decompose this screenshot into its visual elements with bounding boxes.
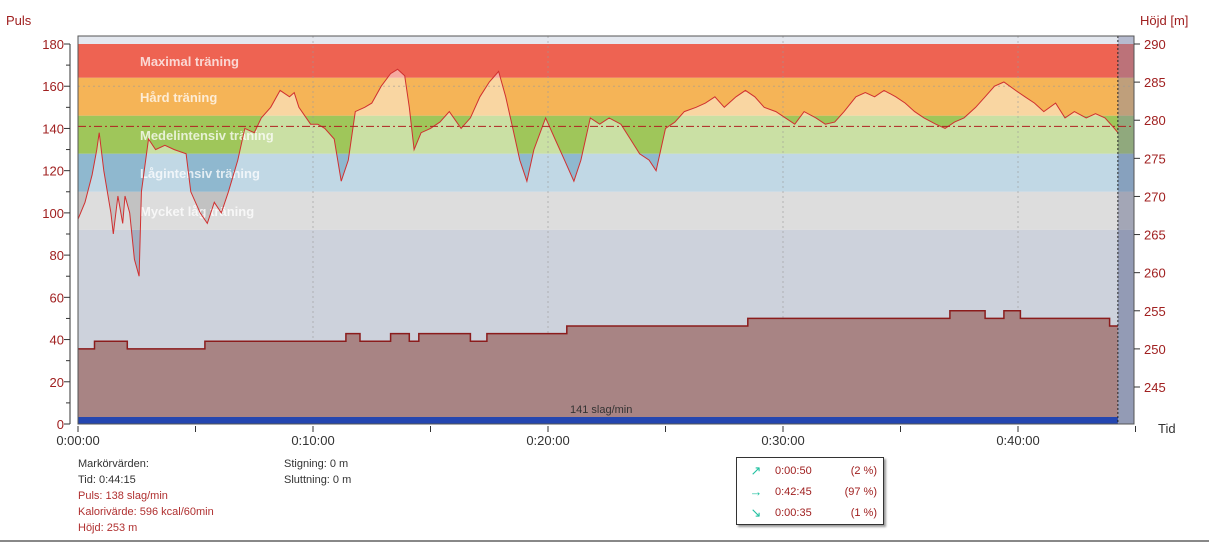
zone-band bbox=[78, 191, 1134, 230]
marker-values-panel: Markörvärden: Tid: 0:44:15 Puls: 138 sla… bbox=[78, 456, 214, 536]
right-axis-tick-label: 250 bbox=[1144, 342, 1166, 357]
right-axis-tick-label: 275 bbox=[1144, 151, 1166, 166]
right-axis-tick-label: 245 bbox=[1144, 380, 1166, 395]
right-axis-tick-label: 255 bbox=[1144, 304, 1166, 319]
right-axis-tick-label: 270 bbox=[1144, 189, 1166, 204]
slope-summary-box: ↗ 0:00:50 (2 %) → 0:42:45 (97 %) ↘ 0:00:35 (1 … bbox=[736, 457, 884, 525]
slope-time: 0:00:35 bbox=[775, 506, 812, 519]
marker-altitude: Höjd: 253 m bbox=[78, 522, 138, 534]
divider bbox=[0, 540, 1209, 542]
marker-time: Tid: 0:44:15 bbox=[78, 474, 136, 486]
zone-label: Medelintensiv träning bbox=[140, 128, 274, 143]
slope-row-up: ↗ 0:00:50 (2 %) bbox=[737, 460, 883, 481]
average-label: 141 slag/min bbox=[570, 404, 632, 416]
ascent-value: Stigning: 0 m bbox=[284, 458, 349, 470]
left-axis-tick-label: 140 bbox=[42, 121, 64, 136]
after-marker-region bbox=[1117, 36, 1134, 424]
x-axis-title: Tid bbox=[1158, 421, 1176, 436]
right-axis-tick-label: 285 bbox=[1144, 75, 1166, 90]
time-bar bbox=[78, 417, 1118, 424]
heart-rate-line bbox=[77, 68, 1119, 277]
slope-percent: (2 %) bbox=[850, 464, 877, 477]
zone-band bbox=[78, 115, 1134, 154]
left-axis-tick-label: 40 bbox=[50, 333, 64, 348]
slope-time: 0:42:45 bbox=[775, 485, 812, 498]
altitude-area bbox=[78, 310, 1118, 424]
arrow-down-right-icon: ↘ bbox=[750, 504, 762, 520]
right-axis-tick-label: 260 bbox=[1144, 266, 1166, 281]
arrow-right-icon: → bbox=[749, 484, 763, 499]
zone-band bbox=[78, 153, 1134, 192]
marker-calories: Kalorivärde: 596 kcal/60min bbox=[78, 506, 214, 518]
left-axis-tick-label: 20 bbox=[50, 375, 64, 390]
x-axis-tick-label: 0:10:00 bbox=[291, 433, 334, 448]
left-axis-tick-label: 100 bbox=[42, 206, 64, 221]
zone-band bbox=[78, 77, 1134, 116]
slope-percent: (1 %) bbox=[850, 506, 877, 519]
slope-percent: (97 %) bbox=[844, 485, 877, 498]
left-axis-tick-label: 80 bbox=[50, 248, 64, 263]
zone-band bbox=[78, 44, 1134, 78]
right-axis-tick-label: 265 bbox=[1144, 228, 1166, 243]
x-axis-tick-label: 0:40:00 bbox=[996, 433, 1039, 448]
left-axis-tick-label: 160 bbox=[42, 79, 64, 94]
ascent-panel: Stigning: 0 m Sluttning: 0 m bbox=[284, 456, 351, 488]
right-axis-tick-label: 280 bbox=[1144, 113, 1166, 128]
zone-label: Mycket låg träning bbox=[140, 204, 254, 219]
x-axis-tick-label: 0:20:00 bbox=[526, 433, 569, 448]
right-axis-tick-label: 290 bbox=[1144, 37, 1166, 52]
x-axis-tick-label: 0:00:00 bbox=[56, 433, 99, 448]
left-axis-tick-label: 120 bbox=[42, 164, 64, 179]
zone-label: Hård träning bbox=[140, 90, 217, 105]
x-axis-tick-label: 0:30:00 bbox=[761, 433, 804, 448]
left-axis-tick-label: 0 bbox=[57, 417, 64, 432]
marker-pulse: Puls: 138 slag/min bbox=[78, 490, 168, 502]
altitude-line bbox=[78, 310, 1118, 350]
zone-label: Lågintensiv träning bbox=[140, 166, 260, 181]
descent-value: Sluttning: 0 m bbox=[284, 474, 352, 486]
slope-row-down: ↘ 0:00:35 (1 %) bbox=[737, 502, 883, 523]
left-axis-tick-label: 60 bbox=[50, 290, 64, 305]
arrow-up-right-icon: ↗ bbox=[750, 462, 762, 478]
right-axis-title: Höjd [m] bbox=[1140, 13, 1188, 28]
slope-time: 0:00:50 bbox=[775, 464, 812, 477]
left-axis-tick-label: 180 bbox=[42, 37, 64, 52]
left-axis-title: Puls bbox=[6, 13, 32, 28]
zone-label: Maximal träning bbox=[140, 54, 239, 69]
marker-title: Markörvärden: bbox=[78, 458, 149, 470]
slope-row-flat: → 0:42:45 (97 %) bbox=[737, 481, 883, 502]
plot-frame bbox=[77, 35, 1135, 425]
